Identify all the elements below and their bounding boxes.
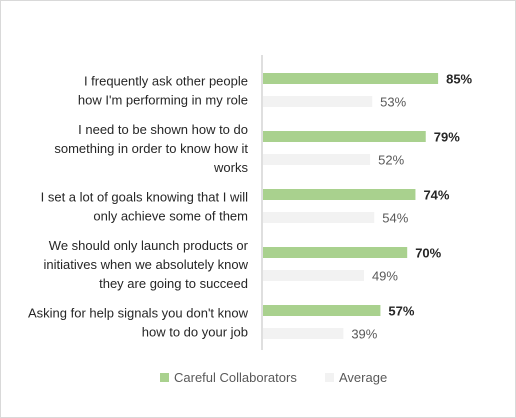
legend: Careful Collaborators Average bbox=[160, 370, 387, 385]
data-label: 57% bbox=[388, 304, 414, 319]
bar-average bbox=[263, 212, 375, 223]
bar-careful-collaborators bbox=[263, 131, 426, 142]
category-label: works bbox=[213, 160, 248, 175]
bar-careful-collaborators bbox=[263, 189, 416, 200]
data-label: 39% bbox=[351, 327, 377, 342]
legend-label: Careful Collaborators bbox=[174, 370, 297, 385]
category-label: initiatives when we absolutely know bbox=[44, 257, 249, 272]
category-labels-layer: I frequently ask other people how I'm per… bbox=[28, 74, 249, 340]
category-label: Asking for help signals you don't know bbox=[28, 306, 249, 321]
category-label: I need to be shown how to do bbox=[78, 122, 248, 137]
category-label: something in order to know how it bbox=[54, 141, 248, 156]
bar-average bbox=[263, 96, 373, 107]
category-label: I frequently ask other people bbox=[84, 74, 248, 89]
data-label: 70% bbox=[415, 246, 441, 261]
category-label: We should only launch products or bbox=[49, 238, 249, 253]
category-label: only achieve some of them bbox=[93, 209, 248, 224]
data-label: 53% bbox=[380, 95, 406, 110]
legend-swatch bbox=[160, 373, 169, 382]
data-label: 74% bbox=[423, 188, 449, 203]
data-label: 54% bbox=[382, 211, 408, 226]
category-label: how I'm performing in my role bbox=[78, 93, 248, 108]
legend-label: Average bbox=[339, 370, 387, 385]
category-label: they are going to succeed bbox=[99, 276, 248, 291]
bar-average bbox=[263, 154, 371, 165]
bar-average bbox=[263, 328, 344, 339]
bar-careful-collaborators bbox=[263, 247, 408, 258]
legend-swatch bbox=[325, 373, 334, 382]
bar-average bbox=[263, 270, 364, 281]
category-label: how to do your job bbox=[142, 325, 248, 340]
bar-careful-collaborators bbox=[263, 73, 439, 84]
data-label: 79% bbox=[434, 130, 460, 145]
bar-careful-collaborators bbox=[263, 305, 381, 316]
data-label: 85% bbox=[446, 72, 472, 87]
data-label: 52% bbox=[378, 153, 404, 168]
data-label: 49% bbox=[372, 269, 398, 284]
category-label: I set a lot of goals knowing that I will bbox=[41, 190, 248, 205]
bars-layer: 85% 53% 79% 52% 74% 54% 70% 49% 57% 39% bbox=[263, 72, 473, 342]
